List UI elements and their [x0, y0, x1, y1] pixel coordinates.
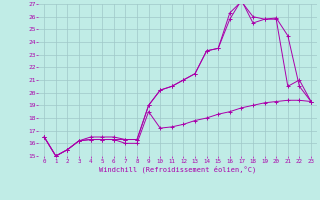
X-axis label: Windchill (Refroidissement éolien,°C): Windchill (Refroidissement éolien,°C) — [99, 166, 256, 173]
